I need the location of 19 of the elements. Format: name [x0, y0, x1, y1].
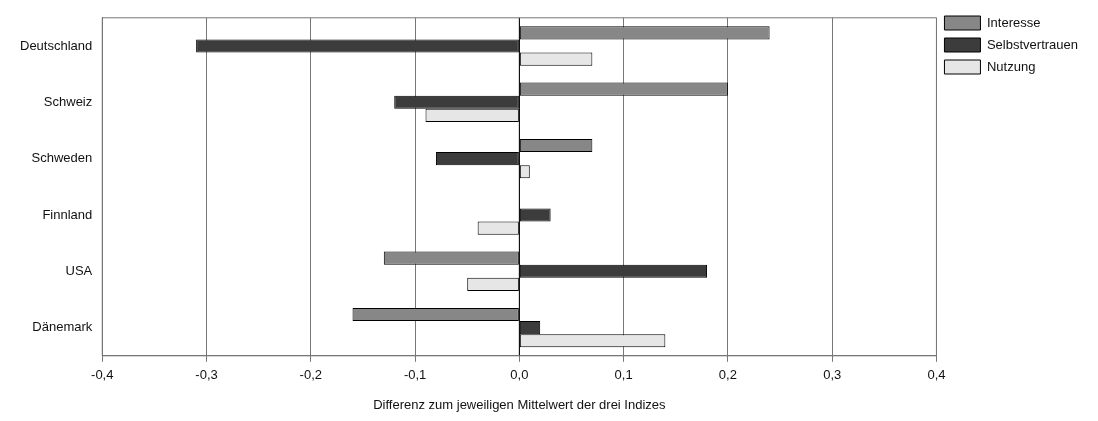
x-tick-label: -0,1	[403, 367, 427, 383]
x-tick-label: -0,4	[91, 367, 114, 383]
y-tick-label: Dänemark	[32, 319, 93, 335]
y-tick-label: USA	[65, 262, 93, 278]
y-tick-label: Schweden	[31, 150, 93, 166]
y-tick-label: Schweiz	[43, 93, 93, 109]
y-tick-label: Deutschland	[19, 37, 93, 53]
x-tick-label: -0,3	[195, 367, 218, 383]
x-tick-label: 0,2	[718, 367, 737, 383]
x-tick-label: 0,4	[927, 367, 946, 383]
x-axis-title: Differenz zum jeweiligen Mittelwert der drei Indizes	[373, 396, 667, 412]
y-tick-label: Finnland	[42, 206, 93, 222]
x-tick-label: -0,2	[299, 367, 323, 383]
x-tick-label: 0,0	[510, 367, 529, 383]
x-tick-label: 0,1	[614, 367, 633, 383]
legend-label: Interesse	[986, 14, 1041, 30]
legend-label: Nutzung	[986, 58, 1036, 74]
legend-label: Selbstvertrauen	[986, 36, 1079, 52]
x-tick-label: 0,3	[823, 367, 842, 383]
